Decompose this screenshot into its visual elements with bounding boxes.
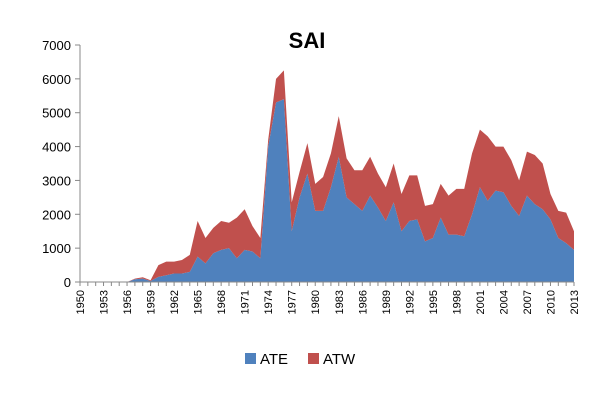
x-tick-label: 1956 bbox=[122, 290, 134, 314]
y-tick-label: 5000 bbox=[42, 106, 71, 121]
x-tick-label: 2013 bbox=[569, 290, 581, 314]
x-tick-label: 1959 bbox=[146, 290, 158, 314]
chart-title: SAI bbox=[289, 28, 326, 53]
axes: 0 1000 2000 3000 4000 5000 6000 7000 1950 1953 195… bbox=[42, 38, 581, 314]
x-tick-label: 1998 bbox=[451, 290, 463, 314]
y-tick-label: 7000 bbox=[42, 38, 71, 53]
plot-area bbox=[80, 70, 574, 283]
y-tick-label: 4000 bbox=[42, 140, 71, 155]
x-tick-label: 1977 bbox=[287, 290, 299, 314]
legend: ATE ATW bbox=[245, 351, 356, 368]
x-tick-label: 2004 bbox=[498, 290, 510, 314]
x-tick-label: 1950 bbox=[75, 290, 87, 314]
x-tick-label: 1986 bbox=[357, 290, 369, 314]
x-tick-label: 1968 bbox=[216, 290, 228, 314]
legend-label-atw: ATW bbox=[323, 351, 356, 368]
x-tick-label: 2007 bbox=[522, 290, 534, 314]
x-tick-label: 1992 bbox=[404, 290, 416, 314]
y-tick-label: 3000 bbox=[42, 173, 71, 188]
x-tick-label: 1983 bbox=[334, 290, 346, 314]
area-series-ate bbox=[80, 99, 574, 283]
y-tick-label: 1000 bbox=[42, 241, 71, 256]
x-tick-label: 1971 bbox=[240, 290, 252, 314]
x-tick-label: 1974 bbox=[263, 290, 275, 314]
x-tick-label: 2001 bbox=[475, 290, 487, 314]
x-tick-label: 1995 bbox=[428, 290, 440, 314]
legend-swatch-atw bbox=[308, 353, 319, 364]
x-tick-label: 1989 bbox=[381, 290, 393, 314]
y-tick-label: 2000 bbox=[42, 207, 71, 222]
x-tick-label: 2010 bbox=[545, 290, 557, 314]
legend-swatch-ate bbox=[245, 353, 256, 364]
area-series-atw bbox=[80, 70, 574, 283]
x-tick-label: 1980 bbox=[310, 290, 322, 314]
x-tick-label: 1965 bbox=[193, 290, 205, 314]
legend-label-ate: ATE bbox=[260, 351, 288, 368]
x-tick-label: 1953 bbox=[99, 290, 111, 314]
y-tick-label: 6000 bbox=[42, 72, 71, 87]
y-tick-label: 0 bbox=[64, 275, 71, 290]
x-tick-label: 1962 bbox=[169, 290, 181, 314]
